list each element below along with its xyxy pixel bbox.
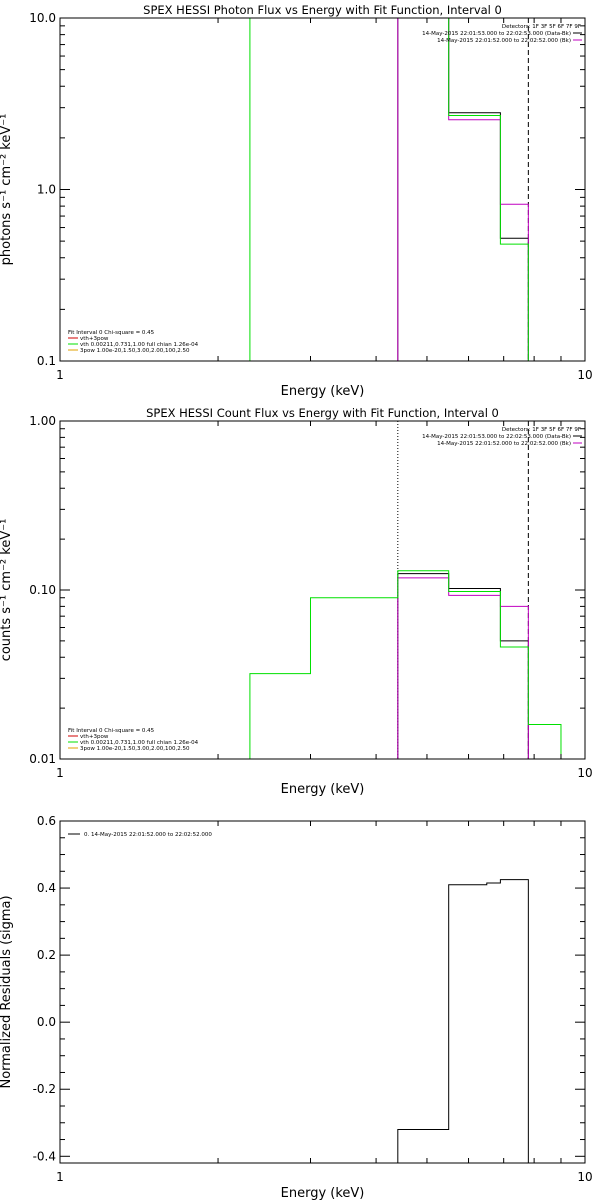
y-tick-label: -0.2	[33, 1082, 56, 1096]
series-line-0	[397, 879, 529, 1163]
x-axis-label: Energy (keV)	[281, 1186, 365, 1200]
y-tick-label: 0.01	[29, 752, 56, 766]
y-tick-label: 1.00	[29, 414, 56, 428]
y-tick-label: 0.0	[37, 1015, 56, 1029]
plot-frame	[59, 420, 586, 760]
plot-area	[249, 421, 562, 759]
series-line-0	[397, 573, 529, 759]
plot-area	[249, 18, 561, 361]
legend-entry-text: vth+3pow	[80, 734, 109, 740]
legend-entry-text: 0. 14-May-2015 22:01:52.000 to 22:02:52.…	[84, 832, 212, 838]
legend-entry-text: Fit Interval 0 Chi-square = 0.45	[68, 330, 155, 336]
y-tick-label: 10.0	[29, 11, 56, 25]
chart-panel-0: SPEX HESSI Photon Flux vs Energy with Fi…	[0, 3, 593, 399]
x-tick-label: 1	[56, 368, 64, 382]
legend-entry-text: 3pow 1.00e-20,1.50,3.00,2.00,100,2.50	[80, 746, 190, 752]
y-axis-label: Normalized Residuals (sigma)	[0, 895, 14, 1088]
y-tick-label: 0.1	[37, 354, 56, 368]
x-tick-label: 1	[56, 1170, 64, 1184]
series-line-2	[249, 570, 562, 759]
x-tick-label: 10	[577, 766, 592, 780]
legend-entry-text: Detectors: 1F 3F 5F 6F 7F 9F	[502, 427, 581, 433]
y-tick-label: 0.4	[37, 881, 56, 895]
legend-entry-text: 3pow 1.00e-20,1.50,3.00,2.00,100,2.50	[80, 348, 190, 354]
legend-entry-text: 14-May-2015 22:01:53.000 to 22:02:53.000…	[422, 31, 571, 37]
y-axis-label: counts s⁻¹ cm⁻² keV⁻¹	[0, 519, 14, 662]
x-axis-label: Energy (keV)	[281, 782, 365, 797]
chart-panel-2: Energy (keV) Normalized Residuals (sigma)…	[0, 814, 593, 1200]
series-line-1	[397, 577, 529, 759]
plot-frame	[59, 17, 586, 362]
legend-entry-text: vth 0.00211,0.731,1.00 full chian 1.26e-…	[80, 342, 199, 348]
legend-entry-text: 14-May-2015 22:01:52.000 to 22:02:52.000…	[437, 441, 571, 447]
y-tick-label: 1.0	[37, 183, 56, 197]
y-axis-label: photons s⁻¹ cm⁻² keV⁻¹	[0, 114, 14, 266]
x-axis-label: Energy (keV)	[281, 384, 365, 399]
series-line-1	[397, 18, 529, 361]
legend-entry-text: 14-May-2015 22:01:53.000 to 22:02:53.000…	[422, 434, 571, 440]
chart-panel-1: SPEX HESSI Count Flux vs Energy with Fit…	[0, 406, 593, 797]
x-tick-label: 1	[56, 766, 64, 780]
y-tick-label: 0.6	[37, 814, 56, 828]
series-line-2	[249, 18, 561, 361]
legend-entry-text: Detectors: 1F 3F 5F 6F 7F 9F	[502, 24, 581, 30]
legend-entry-text: vth 0.00211,0.731,1.00 full chian 1.26e-…	[80, 740, 199, 746]
y-tick-label: 0.2	[37, 948, 56, 962]
legend-entry-text: 14-May-2015 22:01:52.000 to 22:02:52.000…	[437, 38, 571, 44]
legend-entry-text: Fit Interval 0 Chi-square = 0.45	[68, 728, 155, 734]
legend-entry-text: vth+3pow	[80, 336, 109, 342]
y-tick-label: -0.4	[33, 1149, 56, 1163]
series-line-0	[397, 18, 529, 361]
chart-title: SPEX HESSI Photon Flux vs Energy with Fi…	[143, 3, 502, 17]
chart-title: SPEX HESSI Count Flux vs Energy with Fit…	[146, 406, 499, 420]
plot-area	[397, 879, 529, 1163]
x-tick-label: 10	[577, 1170, 592, 1184]
plot-frame	[59, 820, 586, 1164]
y-tick-label: 0.10	[29, 583, 56, 597]
x-tick-label: 10	[577, 368, 592, 382]
